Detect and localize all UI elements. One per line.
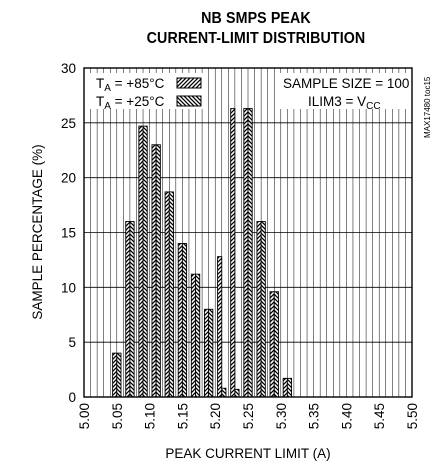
bar-25c	[155, 144, 161, 398]
bar-25c	[168, 191, 174, 398]
sample-size-label: SAMPLE SIZE = 100	[283, 76, 409, 91]
bar-25c	[129, 221, 135, 398]
bar-85c	[243, 108, 249, 398]
y-tick-label: 30	[61, 61, 76, 76]
bar-25c	[286, 377, 293, 398]
bar-25c	[142, 125, 148, 398]
legend-label-25-sub: A	[104, 101, 111, 112]
y-tick-label: 25	[61, 116, 76, 131]
x-axis-label: PEAK CURRENT LIMIT (A)	[165, 446, 330, 461]
bar-85c	[190, 273, 196, 398]
x-tick-label: 5.30	[274, 403, 289, 429]
x-tick-label: 5.20	[208, 403, 223, 429]
bar-85c	[282, 377, 288, 398]
legend-label-85-sub: A	[104, 83, 111, 94]
ilim-label: ILIM3 = VCC	[308, 94, 381, 112]
x-tick-label: 5.00	[77, 403, 92, 429]
x-tick-label: 5.40	[339, 403, 354, 429]
x-tick-labels: 5.00 5.05 5.10 5.15 5.20 5.25 5.30 5.35 5.40 5.45…	[77, 403, 420, 429]
bar-85c	[151, 144, 157, 398]
x-tick-label: 5.25	[241, 403, 256, 429]
x-tick-label: 5.05	[110, 403, 125, 429]
bar-85c	[256, 221, 262, 398]
bar-85c	[125, 221, 131, 398]
bar-85c	[138, 125, 144, 398]
bar-25c	[208, 308, 214, 398]
bar-85c	[217, 256, 223, 398]
legend-label-85-t: T	[96, 76, 104, 91]
bar-25c	[247, 108, 253, 398]
legend-label-25: TA = +25°C	[96, 94, 165, 112]
bar-25c	[260, 221, 266, 398]
x-tick-label: 5.10	[143, 403, 158, 429]
y-tick-label: 15	[61, 226, 76, 241]
bar-85c	[177, 243, 183, 398]
y-tick-label: 20	[61, 171, 76, 186]
legend-label-85: TA = +85°C	[96, 76, 165, 94]
figure-code: MAX17480 toc15	[423, 76, 432, 138]
x-tick-label: 5.50	[405, 403, 420, 429]
legend: TA = +85°C TA = +25°C	[89, 73, 207, 112]
bar-85c	[164, 191, 170, 398]
legend-label-25-rest: = +25°C	[111, 94, 165, 109]
chart-title: NB SMPS PEAK	[201, 10, 311, 27]
x-tick-label: 5.35	[307, 403, 322, 429]
bar-25c	[116, 352, 122, 398]
bar-85c	[112, 352, 118, 398]
bar-25c	[234, 388, 240, 398]
y-tick-label: 0	[68, 390, 76, 405]
plot-frame	[83, 67, 413, 398]
bar-85c	[269, 291, 275, 398]
y-axis-label: SAMPLE PERCENTAGE (%)	[30, 144, 45, 319]
legend-swatch-25	[176, 95, 202, 107]
chart-subtitle: CURRENT-LIMIT DISTRIBUTION	[146, 30, 366, 47]
bar-25c	[195, 273, 201, 398]
legend-label-25-t: T	[96, 94, 104, 109]
bar-25c	[221, 387, 227, 398]
x-tick-label: 5.45	[372, 403, 387, 429]
bar-85c	[230, 108, 236, 398]
y-tick-label: 10	[61, 280, 76, 295]
y-tick-labels: 0 5 10 15 20 25 30	[61, 61, 76, 405]
x-tick-label: 5.15	[175, 403, 190, 429]
legend-label-85-rest: = +85°C	[111, 76, 165, 91]
bars-group	[112, 108, 293, 398]
bar-25c	[273, 291, 279, 398]
y-tick-label: 5	[68, 335, 76, 350]
ilim-label-sub: CC	[366, 101, 380, 112]
bar-25c	[181, 243, 188, 398]
bar-85c	[203, 308, 210, 398]
annotation-box: SAMPLE SIZE = 100 ILIM3 = VCC	[276, 73, 410, 112]
ilim-label-main: ILIM3 = V	[308, 94, 366, 109]
annotation-background	[276, 73, 410, 109]
legend-swatch-85	[176, 77, 202, 89]
